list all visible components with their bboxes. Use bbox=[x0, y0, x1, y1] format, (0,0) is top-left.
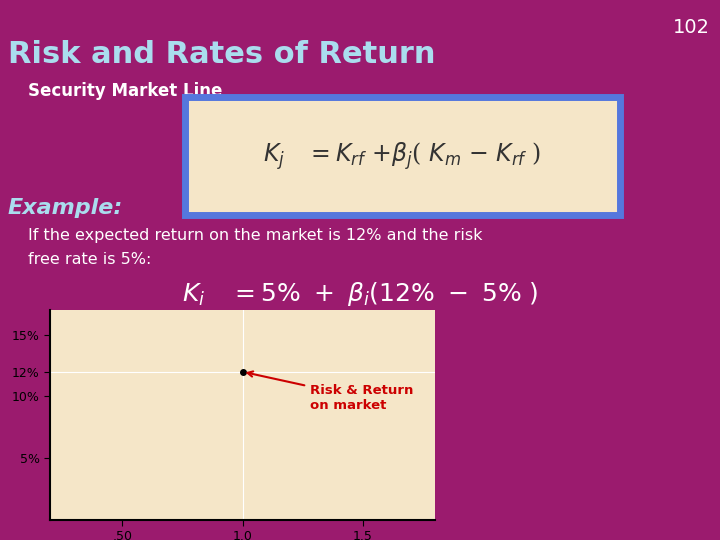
Text: Example:: Example: bbox=[8, 198, 123, 218]
Text: Risk and Rates of Return: Risk and Rates of Return bbox=[8, 40, 436, 69]
Text: free rate is 5%:: free rate is 5%: bbox=[28, 252, 151, 267]
Text: Security Market Line: Security Market Line bbox=[28, 82, 222, 100]
Text: If the expected return on the market is 12% and the risk: If the expected return on the market is … bbox=[28, 228, 482, 243]
FancyBboxPatch shape bbox=[185, 97, 620, 215]
Text: Risk & Return
on market: Risk & Return on market bbox=[248, 372, 413, 412]
Text: $K_i$   $= 5\%\ +\ \beta_i(12\%\ -\ 5\%\ )$: $K_i$ $= 5\%\ +\ \beta_i(12\%\ -\ 5\%\ )… bbox=[181, 280, 539, 308]
Text: 102: 102 bbox=[673, 18, 710, 37]
Text: $K_j$   $= K_{rf}$ $+ \beta_j$( $K_m$ $-$ $K_{rf}$ ): $K_j$ $= K_{rf}$ $+ \beta_j$( $K_m$ $-$ … bbox=[264, 140, 541, 172]
